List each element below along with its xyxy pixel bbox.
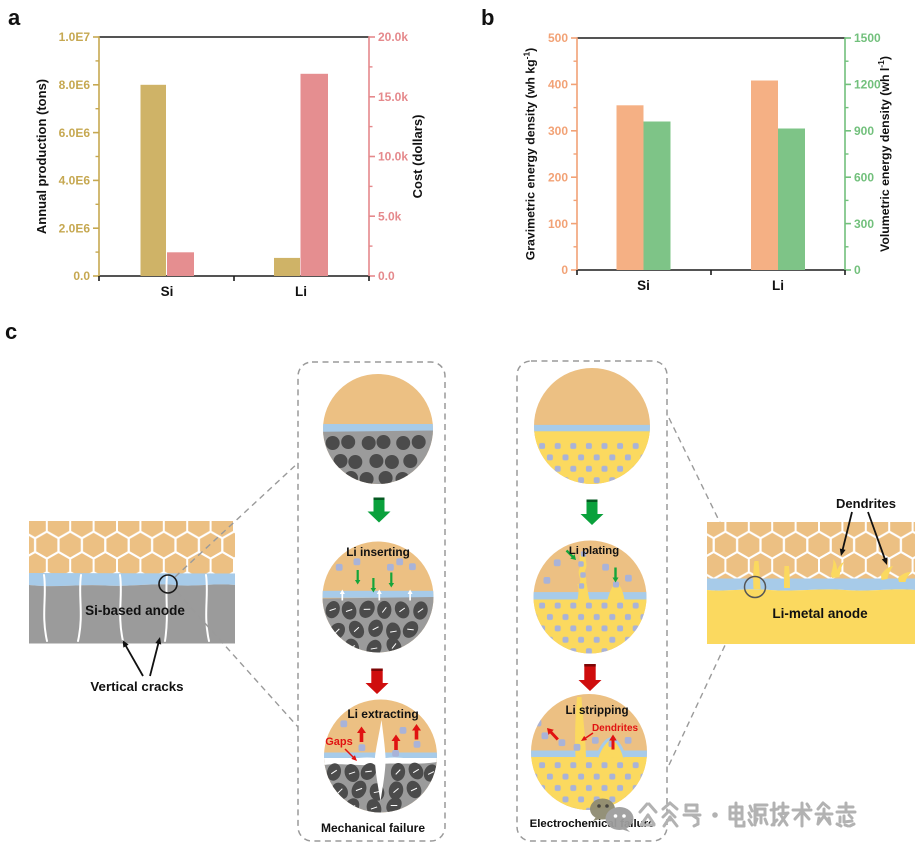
svg-text:8.0E6: 8.0E6 bbox=[59, 78, 91, 92]
svg-text:200: 200 bbox=[548, 170, 568, 184]
svg-text:300: 300 bbox=[854, 217, 874, 231]
svg-text:Li plating: Li plating bbox=[569, 545, 619, 557]
svg-text:Li inserting: Li inserting bbox=[346, 545, 410, 559]
svg-text:20.0k: 20.0k bbox=[378, 30, 408, 44]
svg-text:400: 400 bbox=[548, 78, 568, 92]
svg-text:4.0E6: 4.0E6 bbox=[59, 174, 91, 188]
svg-text:Li: Li bbox=[772, 278, 784, 293]
svg-text:a: a bbox=[8, 5, 21, 30]
svg-text:b: b bbox=[481, 5, 494, 30]
svg-text:Li extracting: Li extracting bbox=[347, 707, 418, 721]
svg-text:c: c bbox=[5, 319, 17, 344]
svg-text:Dendrites: Dendrites bbox=[836, 496, 896, 511]
svg-text:Gaps: Gaps bbox=[325, 736, 353, 748]
svg-text:0.0: 0.0 bbox=[73, 269, 90, 283]
svg-text:Li: Li bbox=[295, 284, 307, 299]
svg-text:Vertical cracks: Vertical cracks bbox=[90, 679, 183, 694]
svg-text:Electrochemical failure: Electrochemical failure bbox=[530, 818, 655, 830]
svg-text:Li stripping: Li stripping bbox=[565, 704, 628, 717]
svg-text:1.0E7: 1.0E7 bbox=[59, 30, 91, 44]
svg-text:1500: 1500 bbox=[854, 31, 881, 45]
svg-text:0.0: 0.0 bbox=[378, 269, 395, 283]
svg-text:0: 0 bbox=[854, 263, 861, 277]
svg-text:Si: Si bbox=[637, 278, 650, 293]
svg-text:Li-metal anode: Li-metal anode bbox=[772, 606, 868, 621]
svg-text:Annual production (tons): Annual production (tons) bbox=[34, 79, 49, 234]
svg-text:10.0k: 10.0k bbox=[378, 150, 408, 164]
svg-text:300: 300 bbox=[548, 124, 568, 138]
svg-text:500: 500 bbox=[548, 31, 568, 45]
svg-text:1200: 1200 bbox=[854, 78, 881, 92]
svg-text:5.0k: 5.0k bbox=[378, 209, 402, 223]
svg-text:Si: Si bbox=[161, 284, 174, 299]
svg-text:600: 600 bbox=[854, 170, 874, 184]
svg-text:0: 0 bbox=[561, 263, 568, 277]
svg-text:Si-based anode: Si-based anode bbox=[85, 603, 185, 618]
svg-text:15.0k: 15.0k bbox=[378, 90, 408, 104]
svg-text:900: 900 bbox=[854, 124, 874, 138]
svg-text:Volumetric energy density (wh: Volumetric energy density (wh l-1) bbox=[876, 56, 892, 252]
svg-text:Gravimetric energy density (wh: Gravimetric energy density (wh kg-1) bbox=[522, 48, 538, 261]
svg-text:Cost (dollars): Cost (dollars) bbox=[410, 115, 425, 199]
svg-text:2.0E6: 2.0E6 bbox=[59, 221, 91, 235]
svg-text:6.0E6: 6.0E6 bbox=[59, 126, 91, 140]
svg-text:Mechanical failure: Mechanical failure bbox=[321, 821, 425, 835]
svg-text:100: 100 bbox=[548, 217, 568, 231]
svg-text:Dendrites: Dendrites bbox=[592, 723, 639, 734]
